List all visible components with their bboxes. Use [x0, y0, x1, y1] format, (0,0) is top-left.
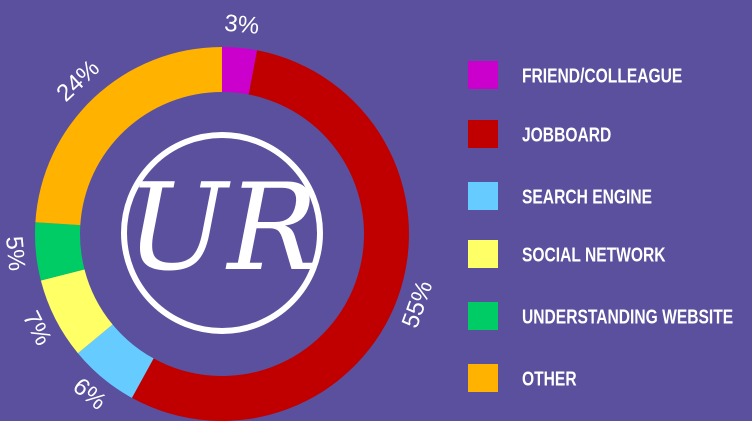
legend-text: FRIEND/COLLEAGUE — [522, 65, 682, 87]
legend-swatch — [468, 364, 498, 392]
value-label: 55% — [397, 277, 439, 331]
legend-swatch — [468, 182, 498, 210]
legend-text: OTHER — [522, 368, 577, 390]
donut-segment — [77, 324, 154, 398]
donut-segment — [34, 222, 85, 281]
value-label: 5% — [0, 235, 30, 272]
value-label: 3% — [223, 10, 260, 40]
donut-segment — [222, 47, 258, 95]
logo-ring — [121, 132, 323, 334]
donut-segment — [131, 50, 410, 421]
legend-text: JOBBOARD — [522, 124, 611, 146]
donut-segment — [35, 47, 222, 226]
legend-swatch — [468, 240, 498, 268]
logo-text: UR — [126, 159, 317, 298]
value-label: 7% — [17, 307, 57, 350]
legend-text: SEARCH ENGINE — [522, 186, 652, 208]
donut-segment — [40, 269, 113, 354]
legend-swatch — [468, 61, 498, 89]
legend-swatch — [468, 120, 498, 148]
legend-swatch — [468, 302, 498, 330]
legend-text: UNDERSTANDING WEBSITE — [522, 306, 733, 328]
legend-text: SOCIAL NETWORK — [522, 244, 666, 266]
